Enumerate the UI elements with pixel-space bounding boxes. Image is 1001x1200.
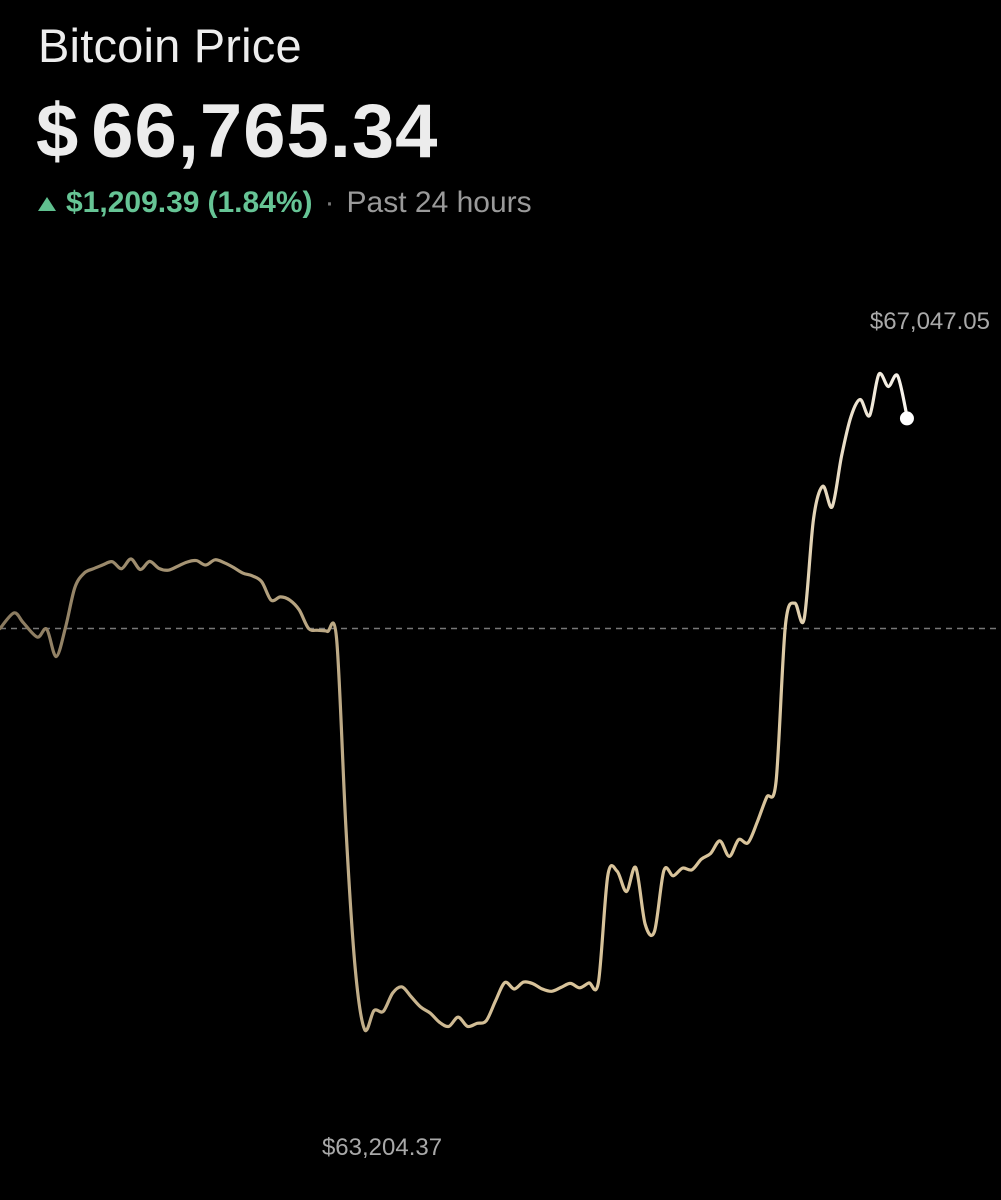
last-price-dot[interactable] [899, 411, 914, 426]
separator-dot: · [324, 186, 335, 219]
chart-title: Bitcoin Price [38, 19, 302, 72]
high-price-label: $67,047.05 [870, 308, 990, 335]
period-label: Past 24 hours [346, 186, 532, 219]
current-price: $66,765.34 [36, 88, 438, 175]
up-triangle-icon [38, 197, 56, 211]
price-series-line [0, 371, 909, 1033]
low-price-label: $63,204.37 [322, 1134, 442, 1161]
change-amount: $1,209.39 [66, 186, 200, 219]
currency-symbol: $ [36, 89, 80, 174]
price-value: 66,765.34 [91, 89, 439, 174]
price-change-row: $1,209.39 (1.84%) · Past 24 hours [38, 186, 532, 220]
change-percent: (1.84%) [207, 186, 313, 219]
